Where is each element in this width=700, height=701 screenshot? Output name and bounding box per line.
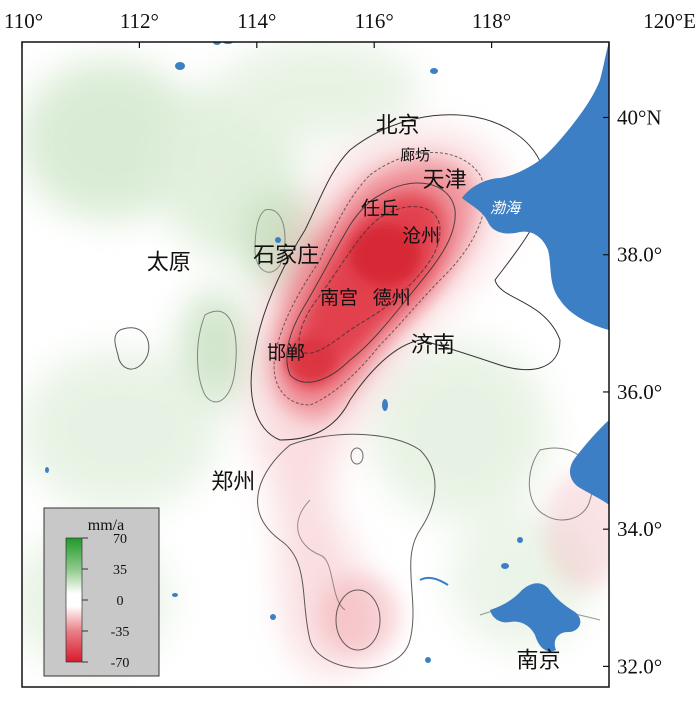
lon-tick-label: 118° bbox=[472, 9, 511, 33]
city-label: 郑州 bbox=[211, 470, 255, 495]
lat-tick-label: 36.0° bbox=[617, 380, 662, 404]
lat-tick-label: 34.0° bbox=[617, 517, 662, 541]
legend-tick-label: 0 bbox=[117, 594, 124, 609]
city-label: 南京 bbox=[517, 649, 561, 674]
bohai-sea bbox=[462, 42, 609, 330]
lon-tick-label: 112° bbox=[120, 9, 159, 33]
city-label: 北京 bbox=[376, 113, 420, 138]
graticule-labels: 110° 112° 114° 116° 118° 120°E 40°N 38.0° 36.0° 3… bbox=[4, 9, 696, 678]
city-label: 石家庄 bbox=[253, 244, 319, 269]
lon-tick-label: 116° bbox=[355, 9, 394, 33]
rivers-lakes bbox=[490, 583, 581, 652]
colorbar bbox=[65, 537, 83, 663]
yellow-sea-coast bbox=[569, 420, 609, 505]
legend-ticks: 70 35 0 -35 -70 bbox=[82, 532, 129, 671]
city-label: 邯郸 bbox=[267, 342, 305, 364]
lat-tick-label: 40°N bbox=[617, 105, 662, 129]
city-label: 沧州 bbox=[402, 225, 440, 247]
lon-tick-label: 114° bbox=[237, 9, 276, 33]
bohai-sea-label: 渤海 bbox=[490, 199, 522, 217]
contour-lines bbox=[114, 114, 601, 669]
city-label: 天津 bbox=[423, 168, 467, 193]
city-label: 德州 bbox=[373, 287, 411, 309]
lat-tick-label: 38.0° bbox=[617, 243, 662, 267]
city-label: 济南 bbox=[411, 333, 455, 358]
colorbar-legend: mm/a 70 35 0 -35 -70 bbox=[43, 507, 160, 677]
city-label: 廊坊 bbox=[400, 146, 430, 164]
map-frame bbox=[21, 41, 610, 688]
legend-tick-label: 35 bbox=[113, 563, 127, 578]
city-label: 南宫 bbox=[320, 287, 358, 309]
lon-tick-label: 110° bbox=[4, 9, 43, 33]
subsidence-areas bbox=[249, 131, 609, 675]
lat-tick-label: 32.0° bbox=[617, 654, 662, 678]
legend-tick-label: 70 bbox=[113, 532, 127, 547]
legend-tick-label: -35 bbox=[111, 625, 130, 640]
city-label: 任丘 bbox=[361, 198, 399, 220]
lon-tick-label: 120°E bbox=[643, 9, 696, 33]
city-label: 太原 bbox=[147, 251, 191, 276]
legend-tick-label: -70 bbox=[111, 656, 130, 671]
water-bodies bbox=[45, 42, 609, 663]
legend-unit: mm/a bbox=[88, 517, 124, 534]
